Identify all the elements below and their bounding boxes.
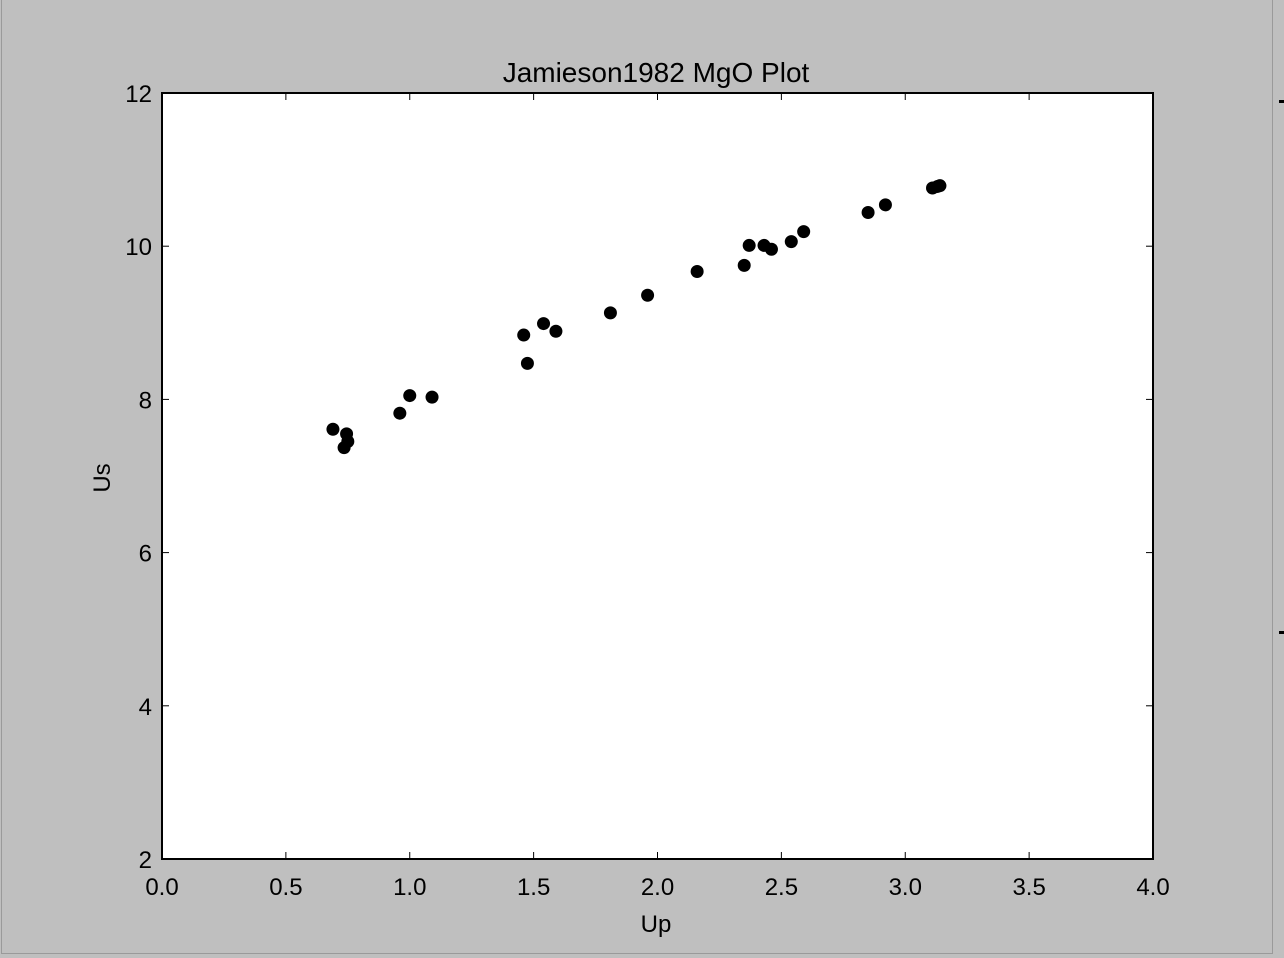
- data-point: [742, 238, 756, 252]
- x-axis-label: Up: [641, 911, 672, 938]
- axis-ticks: [161, 92, 1154, 860]
- x-tick-label: 0.0: [145, 874, 178, 901]
- data-point: [690, 264, 704, 278]
- data-point: [737, 258, 751, 272]
- window-edge-tick: [1279, 100, 1284, 103]
- data-point: [764, 242, 778, 256]
- data-point: [549, 324, 563, 338]
- data-points: [326, 179, 947, 455]
- data-point: [326, 422, 340, 436]
- y-tick-label: 2: [139, 847, 152, 874]
- x-tick-label: 0.5: [269, 874, 302, 901]
- y-tick-labels: 2 4 6 8 10 12: [125, 81, 152, 874]
- data-point: [861, 205, 875, 219]
- x-tick-labels: 0.0 0.5 1.0 1.5 2.0 2.5 3.0 3.5 4.0: [145, 874, 1169, 901]
- data-point: [393, 406, 407, 420]
- y-tick-label: 10: [125, 234, 152, 261]
- data-point: [403, 389, 417, 403]
- plot-area: [162, 93, 1153, 859]
- x-tick-label: 1.5: [517, 874, 550, 901]
- data-point: [517, 328, 531, 342]
- data-point: [603, 306, 617, 320]
- x-tick-label: 1.0: [393, 874, 426, 901]
- y-tick-label: 8: [139, 387, 152, 414]
- chart-title: Jamieson1982 MgO Plot: [503, 57, 810, 88]
- y-tick-label: 6: [139, 541, 152, 568]
- y-axis-label: Us: [89, 463, 116, 492]
- data-point: [520, 356, 534, 370]
- data-point: [878, 198, 892, 212]
- x-tick-label: 3.0: [889, 874, 922, 901]
- y-tick-label: 4: [139, 694, 152, 721]
- data-point: [425, 390, 439, 404]
- data-point: [337, 441, 351, 455]
- window-edge-tick: [1279, 631, 1284, 634]
- data-point: [537, 317, 551, 331]
- y-tick-label: 12: [125, 81, 152, 108]
- data-point: [797, 225, 811, 239]
- x-tick-label: 4.0: [1136, 874, 1169, 901]
- x-tick-label: 3.5: [1012, 874, 1045, 901]
- data-point: [933, 179, 947, 193]
- x-tick-label: 2.5: [765, 874, 798, 901]
- x-tick-label: 2.0: [641, 874, 674, 901]
- data-point: [641, 288, 655, 302]
- data-point: [784, 235, 798, 249]
